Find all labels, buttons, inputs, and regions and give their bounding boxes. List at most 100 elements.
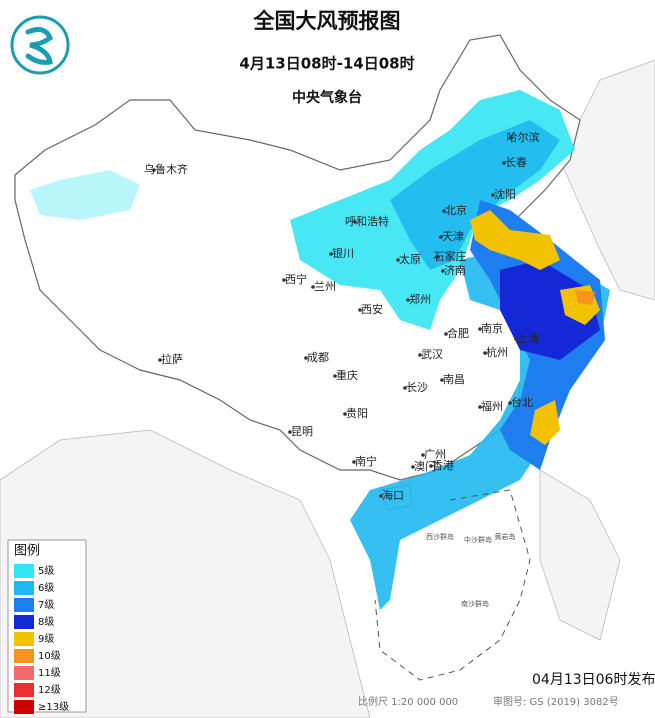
- city-label: 西宁: [285, 272, 307, 286]
- city-label: 呼和浩特: [345, 214, 389, 228]
- wind-area-8: [500, 260, 600, 360]
- city-label: 长春: [505, 156, 527, 169]
- city-dot: [403, 386, 407, 390]
- city-dot: [158, 358, 162, 362]
- city-label: 西安: [361, 302, 383, 316]
- legend-label: 5级: [38, 565, 54, 577]
- city-dot: [288, 430, 292, 434]
- city-dot: [441, 269, 445, 273]
- logo: [10, 15, 70, 75]
- city-dot: [396, 258, 400, 262]
- boundary-dashed: [374, 489, 531, 681]
- city-label: 杭州: [486, 345, 508, 359]
- city-label: 沈阳: [494, 187, 516, 201]
- island-label: 南沙群岛: [461, 599, 489, 608]
- city-label: 南昌: [443, 373, 465, 386]
- city-dot: [418, 353, 422, 357]
- issuer: 中央气象台: [292, 89, 362, 106]
- city-dot: [440, 378, 444, 382]
- legend-swatch: [14, 683, 34, 697]
- wind-area-9: [530, 400, 560, 445]
- city-label: 重庆: [336, 368, 358, 382]
- city-label: 乌鲁木齐: [144, 162, 188, 176]
- city-dot: [411, 465, 415, 469]
- city-label: 澳门: [414, 459, 436, 473]
- city-label: 香港: [432, 459, 454, 472]
- legend-label: 11级: [38, 667, 61, 679]
- wind-area-9: [470, 210, 560, 270]
- city-label: 上海: [517, 331, 539, 345]
- legend-swatch: [14, 649, 34, 663]
- city-dot: [152, 168, 156, 172]
- city-label: 海口: [382, 488, 404, 502]
- legend-title: 图例: [14, 544, 40, 559]
- city-label: 长沙: [406, 381, 428, 394]
- wind-area-6: [390, 120, 560, 270]
- wind-area-5: [30, 170, 140, 220]
- neighbor-land: [539, 469, 621, 641]
- city-dot: [514, 337, 518, 341]
- issued-time: 04月13日06时发布: [532, 672, 655, 688]
- city-dot: [478, 327, 482, 331]
- city-label: 成都: [307, 351, 329, 364]
- city-dot: [491, 193, 495, 197]
- city-dot: [508, 401, 512, 405]
- legend-label: 12级: [38, 684, 61, 696]
- city-dot: [333, 374, 337, 378]
- city-dot: [483, 351, 487, 355]
- city-label: 兰州: [314, 280, 336, 293]
- wind-area-10: [575, 290, 595, 305]
- island-label: 西沙群岛: [426, 532, 454, 541]
- city-label: 南宁: [355, 454, 377, 468]
- city-label: 合肥: [447, 326, 469, 340]
- city-dot: [439, 235, 443, 239]
- scale: 比例尺 1:20 000 000: [358, 695, 458, 708]
- city-label: 广州: [424, 448, 446, 461]
- neighbor-land: [0, 429, 371, 718]
- neighbor-land: [559, 59, 655, 301]
- city-dot: [358, 308, 362, 312]
- city-dot: [343, 412, 347, 416]
- city-dot: [311, 285, 315, 289]
- city-dot: [353, 220, 357, 224]
- city-dot: [421, 453, 425, 457]
- legend-swatch: [14, 700, 34, 714]
- island-label: 中沙群岛: [464, 535, 492, 544]
- island-label: 黄岩岛: [495, 532, 516, 541]
- city-dot: [502, 161, 506, 165]
- city-dot: [478, 405, 482, 409]
- legend-swatch: [14, 615, 34, 629]
- legend-label: 9级: [38, 633, 54, 645]
- city-label: 石家庄: [434, 249, 467, 263]
- city-dot: [436, 255, 440, 259]
- city-dot: [282, 278, 286, 282]
- city-label: 福州: [481, 399, 503, 413]
- city-dot: [444, 332, 448, 336]
- city-label: 台北: [511, 395, 533, 409]
- city-dot: [352, 460, 356, 464]
- title: 全国大风预报图: [253, 9, 401, 33]
- city-label: 拉萨: [161, 352, 183, 366]
- city-label: 太原: [399, 253, 421, 266]
- legend-swatch: [14, 598, 34, 612]
- legend-swatch: [14, 581, 34, 595]
- legend-label: 10级: [38, 650, 61, 662]
- city-dot: [379, 494, 383, 498]
- legend-swatch: [14, 666, 34, 680]
- city-label: 银川: [332, 246, 354, 260]
- city-dot: [442, 209, 446, 213]
- city-label: 天津: [442, 230, 464, 243]
- legend-label: 7级: [38, 599, 54, 611]
- city-dot: [509, 136, 513, 140]
- legend-swatch: [14, 632, 34, 646]
- city-label: 武汉: [421, 348, 443, 361]
- legend-label: 8级: [38, 616, 54, 628]
- city-dot: [304, 356, 308, 360]
- city-label: 济南: [444, 263, 466, 277]
- city-label: 昆明: [291, 425, 313, 438]
- city-dot: [429, 464, 433, 468]
- city-label: 贵阳: [346, 407, 368, 420]
- legend-label: 6级: [38, 582, 54, 594]
- city-dot: [329, 252, 333, 256]
